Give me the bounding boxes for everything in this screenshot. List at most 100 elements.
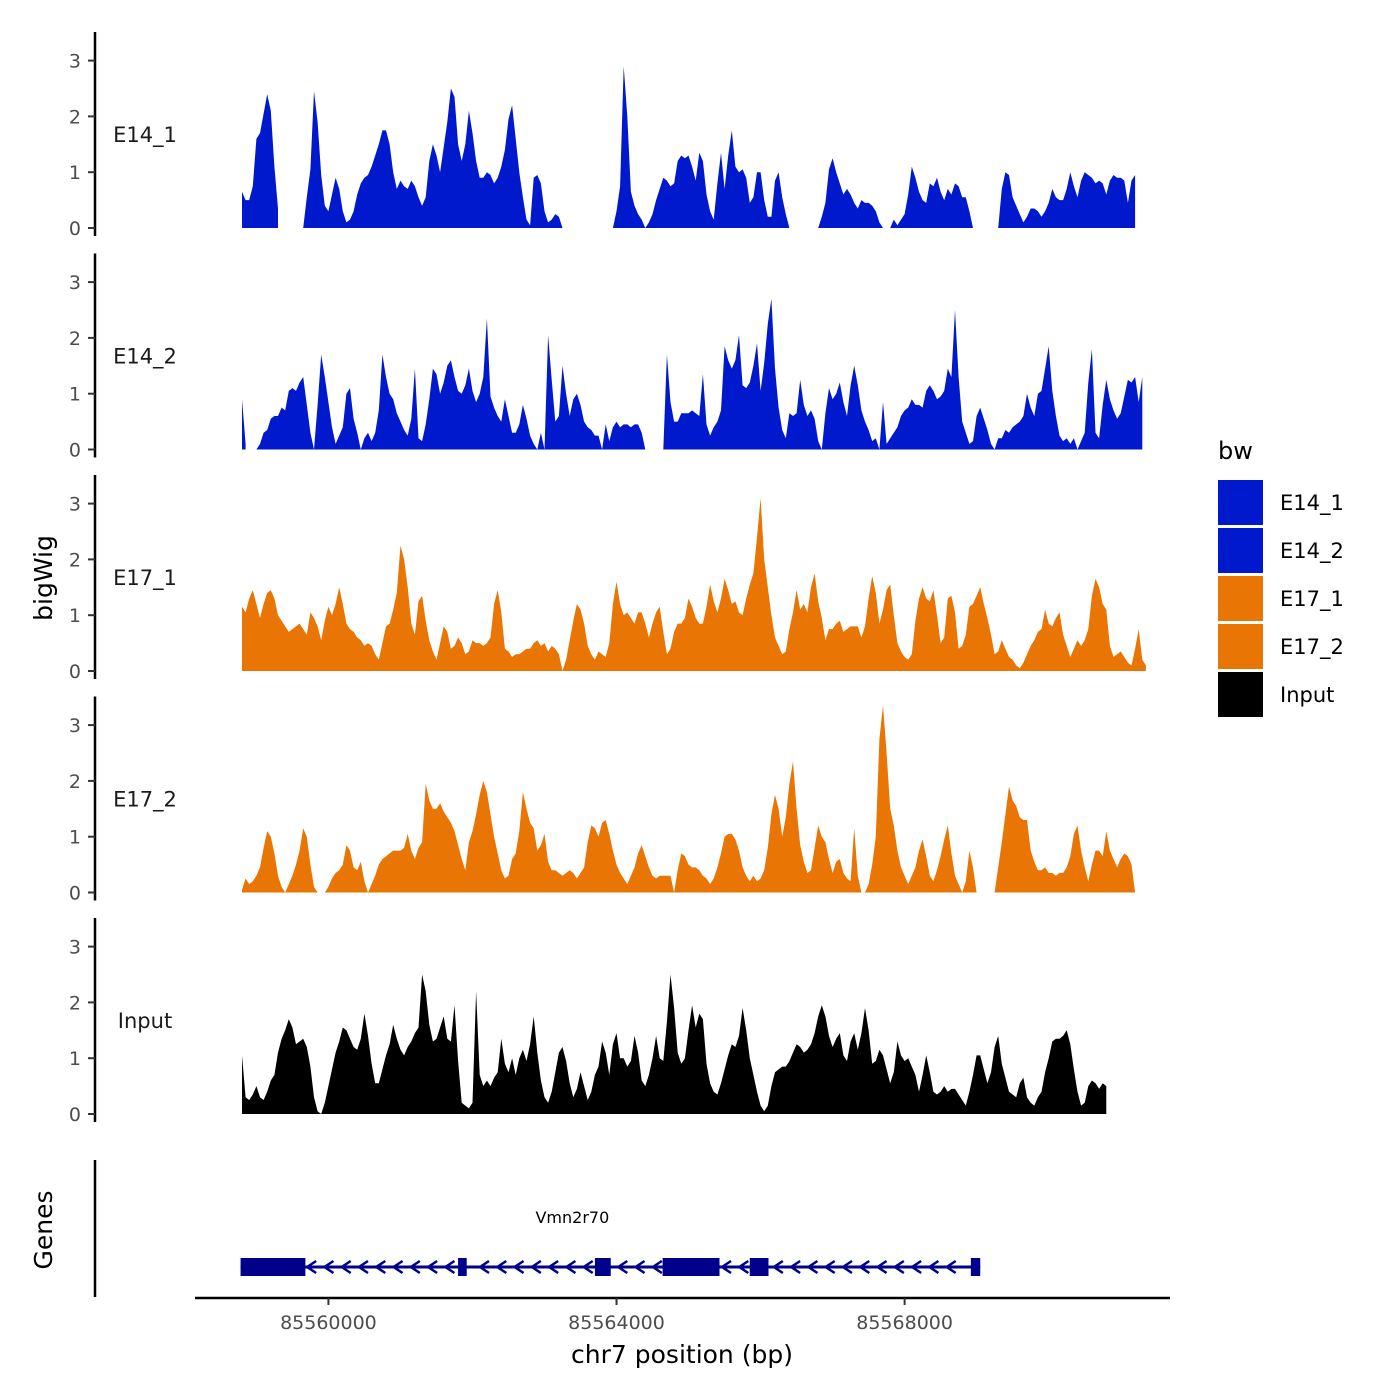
strand-arrow (840, 1259, 853, 1275)
strand-arrow (495, 1259, 507, 1275)
legend: bw E14_1 E14_2 E17_1 E17_2 Input (1218, 437, 1344, 717)
strand-arrow (443, 1259, 456, 1275)
strand-arrow (322, 1259, 335, 1275)
strand-arrow (892, 1259, 905, 1275)
strand-arrow (788, 1259, 801, 1275)
strand-arrow (512, 1259, 525, 1275)
gene-name-label: Vmn2r70 (535, 1208, 609, 1227)
y-tick-label: 0 (69, 218, 81, 240)
y-tick-label: 0 (69, 1104, 81, 1126)
legend-label: E17_2 (1280, 635, 1344, 660)
gene-exon (749, 1258, 769, 1276)
signal-area (242, 974, 1107, 1114)
gene-exon (240, 1258, 306, 1276)
gene-exon (594, 1258, 611, 1276)
y-tick-label: 1 (69, 384, 81, 406)
signal-area (324, 705, 977, 893)
legend-label: E14_2 (1280, 539, 1344, 564)
y-tick-label: 3 (69, 715, 81, 737)
legend-swatch (1218, 528, 1263, 573)
signal-area (998, 172, 1136, 228)
strand-arrow (546, 1259, 559, 1275)
legend-swatch (1218, 672, 1263, 717)
strand-arrow (616, 1259, 628, 1275)
y-tick-label: 0 (69, 883, 81, 905)
signal-area (612, 66, 790, 228)
gene-exon (458, 1258, 467, 1276)
legend-label: Input (1280, 683, 1334, 707)
x-tick-label: 85568000 (856, 1312, 953, 1334)
strand-arrow (806, 1259, 819, 1275)
track-label: E17_1 (113, 566, 177, 591)
x-tick-label: 85564000 (568, 1312, 665, 1334)
strand-arrow (823, 1259, 836, 1275)
strand-arrow (356, 1259, 369, 1275)
y-tick-label: 3 (69, 272, 81, 294)
legend-swatch (1218, 480, 1263, 525)
strand-arrow (909, 1259, 922, 1275)
y-tick-label: 1 (69, 827, 81, 849)
strand-arrow (339, 1259, 352, 1275)
strand-arrow (529, 1259, 542, 1275)
legend-title: bw (1218, 437, 1253, 465)
y-tick-label: 2 (69, 549, 81, 571)
y-tick-label: 2 (69, 992, 81, 1014)
strand-arrow (771, 1259, 784, 1275)
signal-area (303, 88, 563, 228)
y-tick-label: 2 (69, 106, 81, 128)
strand-arrow (477, 1259, 490, 1275)
signal-area (242, 498, 1146, 671)
strand-arrow (374, 1259, 386, 1275)
track-input: 0 1 2 3 Input (69, 918, 1107, 1126)
y-tick-label: 0 (69, 440, 81, 462)
y-tick-label: 1 (69, 605, 81, 627)
strand-arrow (581, 1259, 594, 1275)
gene-exon (662, 1258, 720, 1276)
genes-axis-title: Genes (29, 1190, 58, 1269)
signal-area (242, 94, 278, 228)
y-tick-label: 2 (69, 328, 81, 350)
gene-exon (970, 1258, 981, 1276)
strand-arrow (719, 1259, 732, 1275)
signal-area (242, 828, 318, 893)
y-tick-label: 3 (69, 937, 81, 959)
strand-arrow (875, 1259, 888, 1275)
legend-swatch (1218, 576, 1263, 621)
y-tick-label: 1 (69, 1048, 81, 1070)
x-axis: chr7 position (bp) 85560000 85564000 85568… (195, 1296, 1170, 1369)
strand-arrow (408, 1259, 421, 1275)
strand-arrow (737, 1259, 749, 1275)
signal-tracks: 0 1 2 3 E14_1 0 1 2 3 E14_2 0 1 2 3 E17_1 0 1 2 3 E17_2 0 1 2 3… (69, 32, 1146, 1126)
gene-panel: Vmn2r70 (93, 1160, 981, 1297)
track-e17_1: 0 1 2 3 E17_1 (69, 475, 1146, 683)
y-tick-label: 3 (69, 494, 81, 516)
track-e14_1: 0 1 2 3 E14_1 (69, 32, 1136, 240)
strand-arrow (650, 1259, 663, 1275)
y-tick-label: 2 (69, 771, 81, 793)
strand-arrow (858, 1259, 870, 1275)
y-axis-title: bigWig (29, 535, 58, 621)
track-label: Input (118, 1009, 172, 1033)
legend-label: E17_1 (1280, 587, 1344, 612)
signal-area (890, 166, 973, 228)
strand-arrow (633, 1259, 646, 1275)
signal-area (663, 298, 1143, 450)
y-tick-label: 0 (69, 661, 81, 683)
track-label: E17_2 (113, 788, 177, 813)
track-e14_2: 0 1 2 3 E14_2 (69, 253, 1143, 462)
signal-area (818, 158, 883, 228)
y-tick-label: 3 (69, 51, 81, 73)
legend-swatch (1218, 624, 1263, 669)
track-label: E14_2 (113, 345, 177, 370)
strand-arrow (304, 1259, 317, 1275)
legend-label: E14_1 (1280, 491, 1344, 516)
x-axis-title: chr7 position (bp) (571, 1340, 793, 1369)
signal-area (994, 786, 1136, 893)
strand-arrow (927, 1259, 940, 1275)
strand-arrow (564, 1259, 577, 1275)
strand-arrow (425, 1259, 438, 1275)
track-label: E14_1 (113, 123, 177, 148)
y-tick-label: 1 (69, 162, 81, 184)
track-e17_2: 0 1 2 3 E17_2 (69, 696, 1136, 905)
